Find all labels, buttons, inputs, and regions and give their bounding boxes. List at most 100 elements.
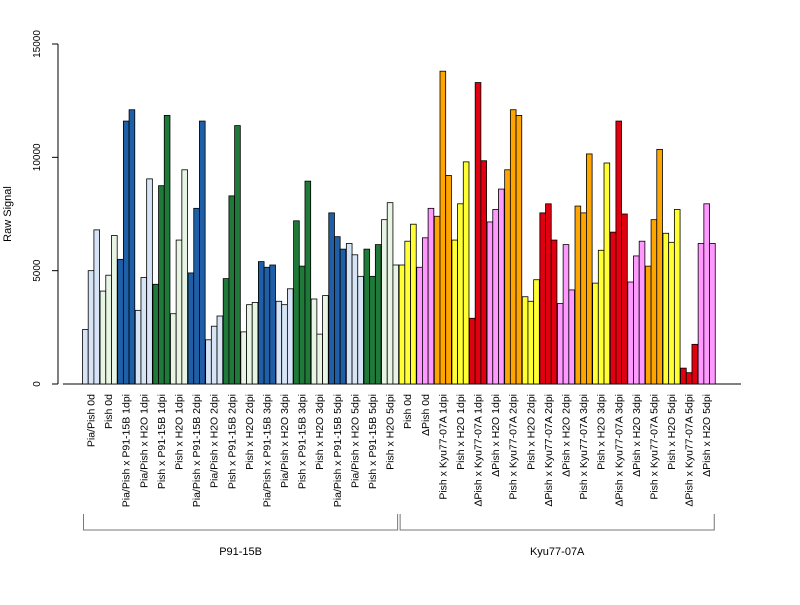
- group-label: P91-15B: [219, 546, 262, 558]
- bar: [615, 120, 623, 385]
- bar: [251, 301, 259, 385]
- bar: [316, 333, 323, 385]
- bar: [644, 265, 652, 385]
- bar: [433, 215, 441, 385]
- bar: [369, 275, 376, 385]
- bar: [351, 254, 359, 385]
- category-tick-label: Pish x H2O 1dpi: [174, 394, 186, 470]
- category-tick-label: Pish x Kyu77-07A 1dpi: [437, 394, 449, 500]
- category-tick-label: Pish 0d: [103, 394, 115, 429]
- bar: [673, 209, 681, 385]
- bar: [193, 207, 200, 385]
- bar: [281, 304, 288, 385]
- bar: [304, 180, 312, 385]
- bar: [638, 240, 646, 385]
- bar: [128, 109, 136, 385]
- category-tick-label: ΔPish x H2O 2dpi: [560, 394, 572, 477]
- category-tick-label: Pish x P91-15B 2dpi: [226, 394, 238, 489]
- bar: [339, 248, 347, 385]
- bars-layer: [82, 70, 716, 385]
- bar: [205, 339, 212, 385]
- bar: [703, 203, 710, 385]
- category-tick-label: Pia/Pish x P91-15B 2dpi: [191, 394, 203, 507]
- bar: [269, 264, 276, 385]
- category-tick-label: ΔPish x Kyu77-07A 3dpi: [613, 394, 625, 507]
- category-tick-label: Pish x H2O 5dpi: [666, 394, 678, 470]
- bar: [662, 232, 670, 385]
- bar: [374, 244, 382, 385]
- category-tick-label: Pish x H2O 2dpi: [525, 394, 537, 470]
- bar: [574, 205, 582, 385]
- bar: [87, 270, 95, 385]
- bar: [545, 203, 552, 385]
- category-tick-label: ΔPish 0d: [420, 394, 432, 436]
- category-tick-label: Pish x H2O 2dpi: [244, 394, 256, 470]
- bar: [621, 213, 628, 385]
- bar: [486, 221, 494, 385]
- bar: [222, 278, 230, 385]
- bar: [82, 329, 89, 385]
- bar: [392, 264, 400, 385]
- bar: [275, 300, 283, 385]
- bar: [334, 236, 341, 385]
- bar: [117, 258, 124, 385]
- bar: [93, 229, 101, 385]
- category-tick-label: Pish x Kyu77-07A 3dpi: [578, 394, 590, 500]
- bar: [580, 212, 587, 385]
- bar: [404, 240, 411, 385]
- category-tick-label: Pish x Kyu77-07A 5dpi: [648, 394, 660, 500]
- bar: [416, 266, 423, 385]
- bar: [328, 212, 335, 385]
- bar: [175, 239, 183, 385]
- bar: [310, 298, 318, 385]
- category-tick-label: ΔPish x H2O 5dpi: [701, 394, 713, 477]
- bar: [134, 309, 142, 385]
- labels-layer: Pia/Pish 0d Pish 0d Pia/Pish x P91-15B 1dp…: [86, 394, 714, 507]
- bar: [469, 317, 476, 385]
- category-tick-label: Pia/Pish x H2O 2dpi: [209, 394, 221, 488]
- bar: [293, 220, 300, 385]
- bar: [263, 266, 271, 385]
- bar: [609, 231, 617, 385]
- category-tick-label: ΔPish x Kyu77-07A 1dpi: [473, 394, 485, 507]
- bar: [246, 304, 253, 385]
- category-tick-label: ΔPish x H2O 1dpi: [490, 394, 502, 477]
- bar: [562, 244, 570, 385]
- groups-layer: P91-15B Kyu77-07A: [83, 514, 715, 558]
- category-tick-label: Pish x H2O 3dpi: [596, 394, 608, 470]
- bar: [158, 185, 165, 385]
- category-tick-label: Pish x H2O 5dpi: [385, 394, 397, 470]
- bar: [345, 243, 353, 385]
- bar: [234, 125, 241, 385]
- bar: [697, 243, 705, 385]
- bar: [474, 82, 482, 385]
- bar: [509, 109, 517, 385]
- bar: [680, 367, 687, 385]
- category-tick-label: Pish x P91-15B 3dpi: [297, 394, 309, 489]
- bar: [216, 315, 224, 385]
- category-tick-label: Pish x P91-15B 5dpi: [367, 394, 379, 489]
- bar: [105, 274, 112, 385]
- bar: [603, 162, 611, 385]
- bar: [381, 219, 388, 385]
- y-tick-label: 5000: [32, 259, 43, 282]
- bar: [709, 243, 716, 385]
- bar: [480, 160, 487, 385]
- bar: [422, 237, 429, 385]
- bar: [240, 331, 247, 385]
- bar: [427, 207, 435, 385]
- category-tick-label: Pia/Pish x H2O 5dpi: [349, 394, 361, 488]
- bar: [504, 169, 511, 385]
- bar: [152, 283, 159, 385]
- bar: [286, 288, 294, 385]
- y-tick-label: 0: [32, 381, 43, 387]
- category-tick-label: Pia/Pish 0d: [86, 394, 98, 447]
- bar: [439, 70, 447, 385]
- bar: [527, 300, 535, 385]
- bar: [386, 202, 394, 385]
- group-bracket: [83, 514, 399, 531]
- bar: [298, 265, 306, 385]
- bar: [633, 255, 640, 385]
